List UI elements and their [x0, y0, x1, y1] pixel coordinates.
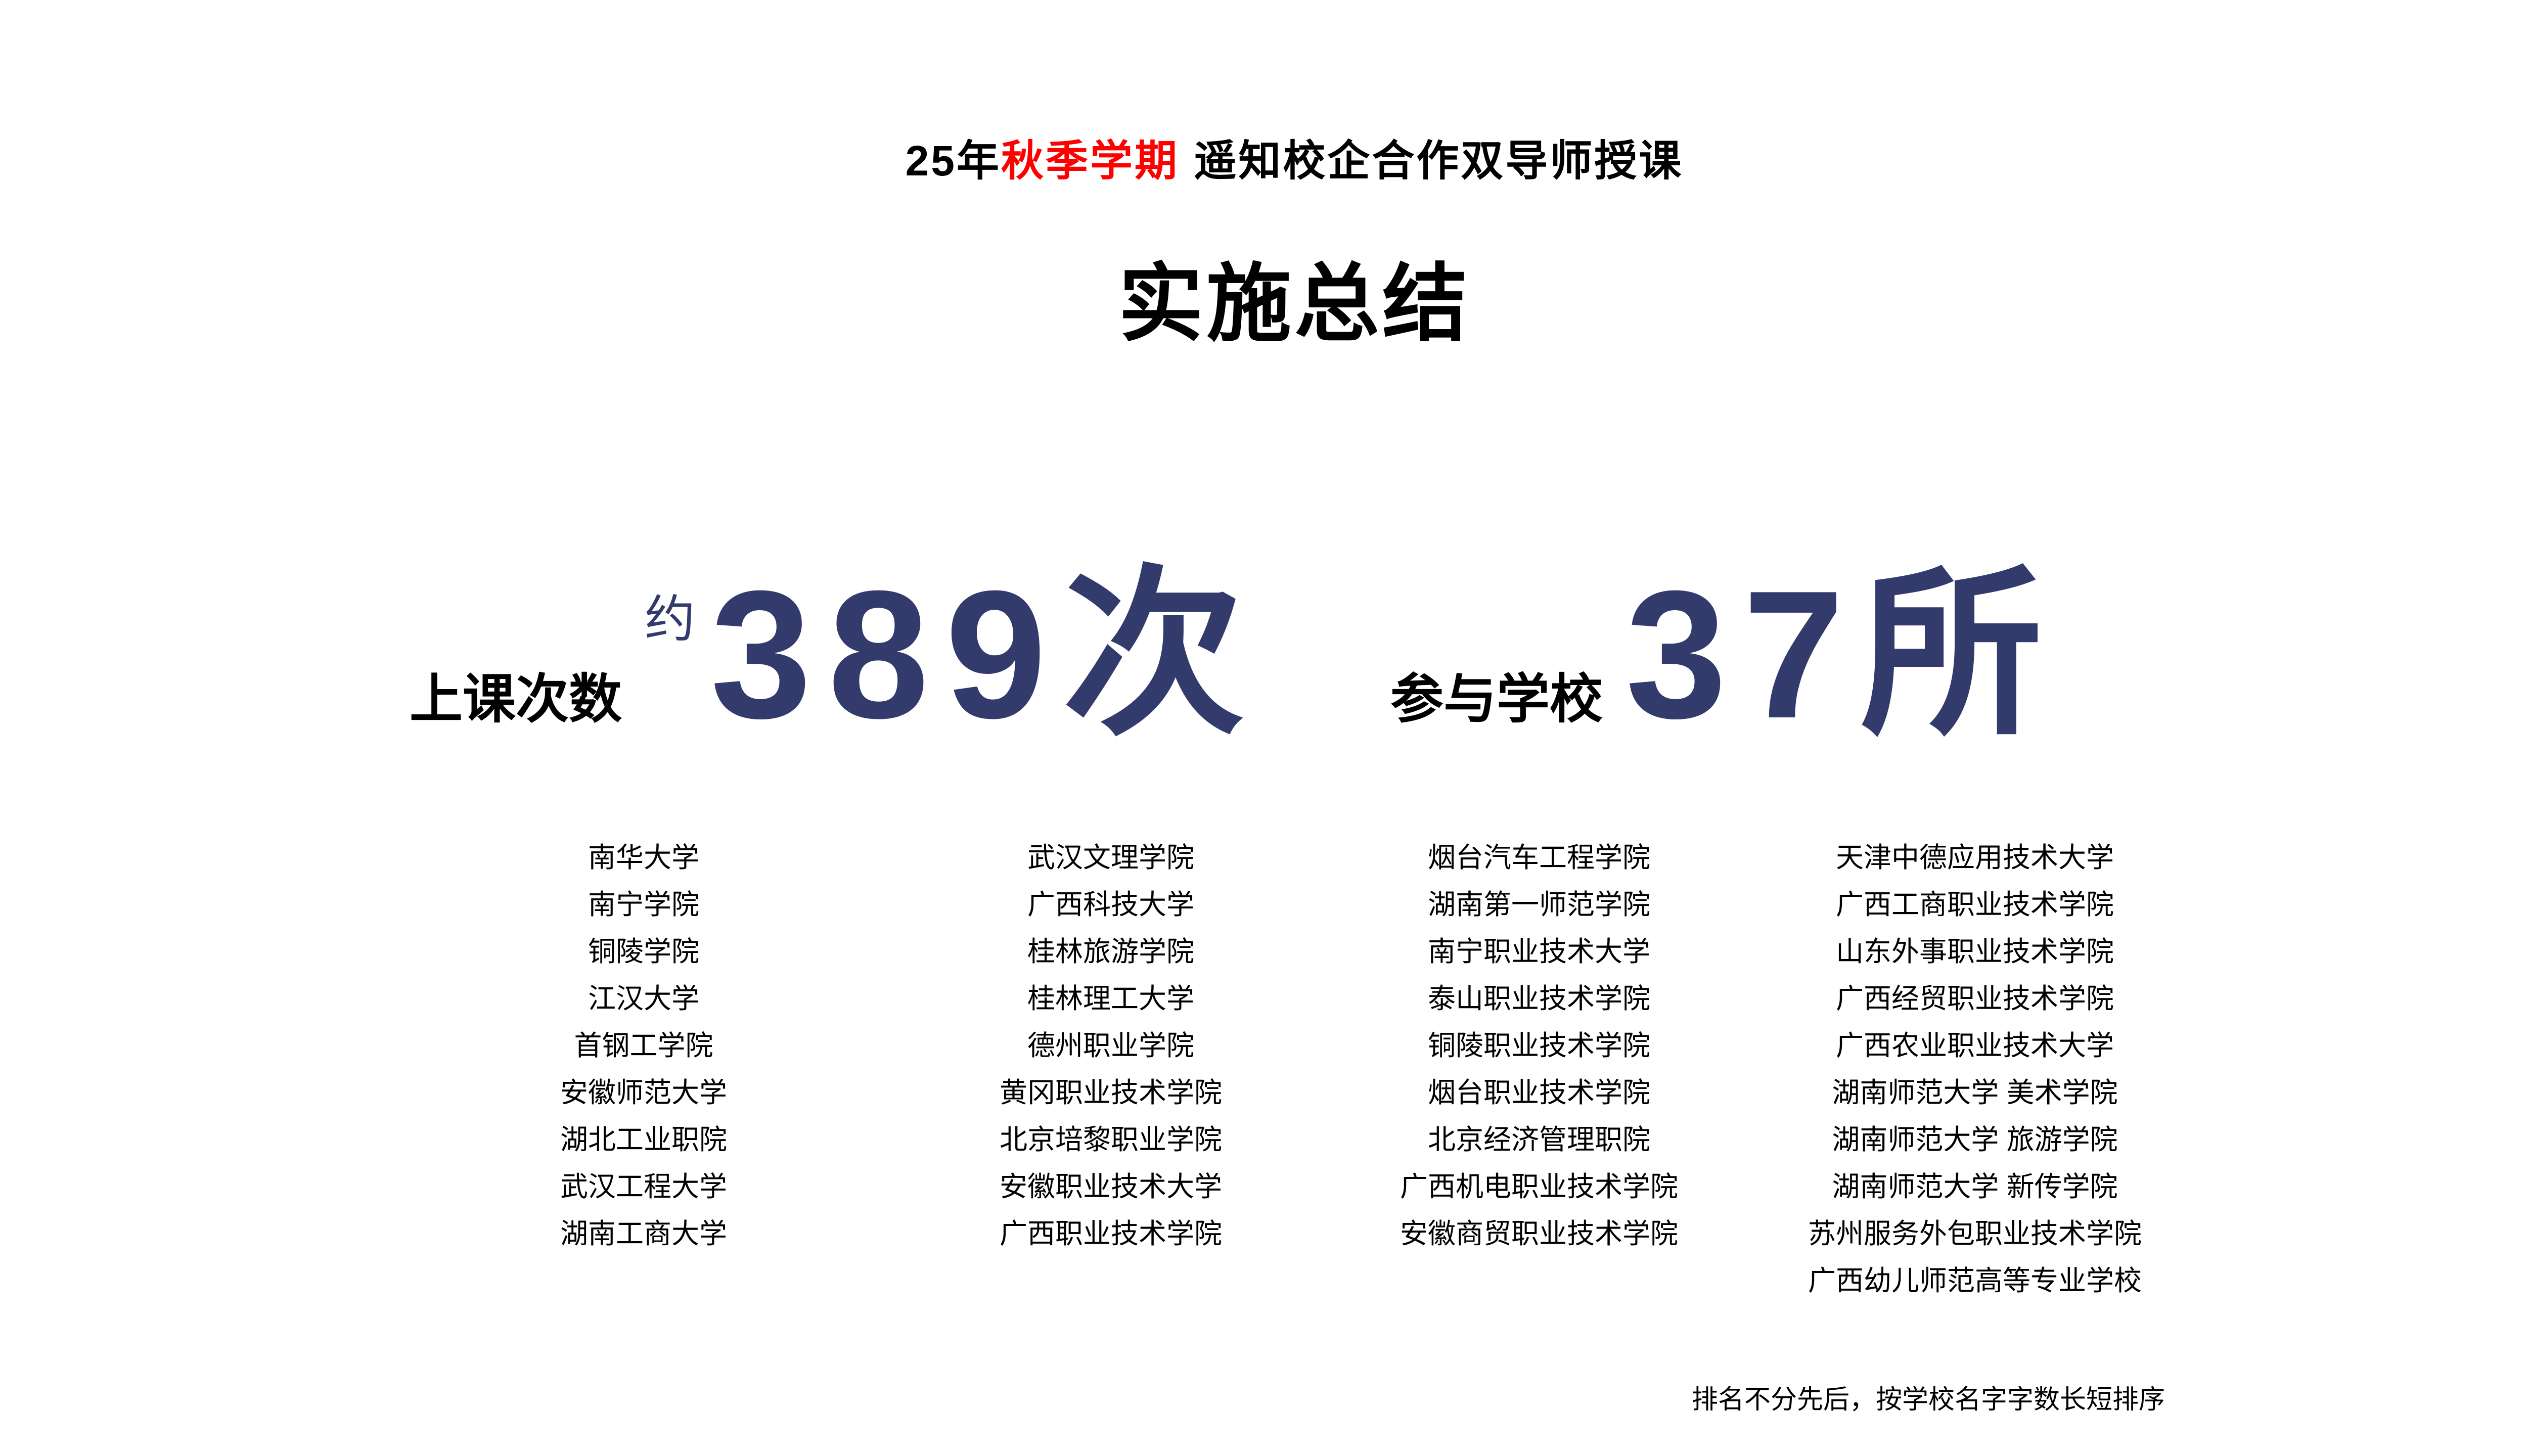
title-rest: 遥知校企合作双导师授课 [1194, 137, 1684, 185]
stat-class-sessions-unit: 次 [1062, 553, 1245, 756]
school-name: 南华大学 [588, 842, 700, 873]
school-name: 北京经济管理职院 [1427, 1124, 1651, 1155]
title-year-prefix: 25年 [905, 137, 1001, 185]
stat-participating-schools-label: 参与学校 [1390, 670, 1603, 729]
school-name: 广西幼儿师范高等专业学校 [1808, 1265, 2142, 1296]
school-column: 南华大学南宁学院铜陵学院江汉大学首钢工学院安徽师范大学 湖北工业职院 武汉工程大学湖… [560, 834, 727, 1257]
school-name: 湖南师范大学 新传学院 [1832, 1171, 2118, 1202]
school-name: 武汉文理学院 [1027, 842, 1195, 873]
school-name: 铜陵职业技术学院 [1427, 1030, 1651, 1061]
stat-class-sessions-value: 389 [710, 553, 1063, 756]
school-name: 广西经贸职业技术学院 [1835, 983, 2114, 1014]
school-name: 广西农业职业技术大学 [1835, 1030, 2114, 1061]
school-name: 安徽商贸职业技术学院 [1400, 1218, 1679, 1249]
school-name: 南宁学院 [588, 889, 700, 920]
school-name: 武汉工程大学 [560, 1171, 728, 1202]
school-name: 德州职业学院 [1027, 1030, 1195, 1061]
school-name: 首钢工学院 [574, 1030, 713, 1061]
title-term-highlight: 秋季学期 [1001, 137, 1180, 185]
school-name: 苏州服务外包职业技术学院 [1808, 1218, 2142, 1249]
school-name: 安徽职业技术大学 [999, 1171, 1223, 1202]
school-name: 湖北工业职院 [560, 1124, 728, 1155]
stat-participating-schools-unit: 所 [1860, 553, 2043, 756]
stat-participating-schools: 参与学校 37所 [1390, 564, 2042, 746]
school-name: 桂林旅游学院 [1027, 936, 1195, 967]
school-name: 烟台汽车工程学院 [1427, 842, 1651, 873]
school-name: 广西工商职业技术学院 [1835, 889, 2114, 920]
school-name: 山东外事职业技术学院 [1835, 936, 2114, 967]
school-name: 黄冈职业技术学院 [999, 1077, 1223, 1108]
stat-class-sessions: 上课次数 约 389次 [410, 564, 1245, 746]
slide-subtitle: 实施总结 [1118, 256, 1470, 351]
school-name: 铜陵学院 [588, 936, 700, 967]
school-name: 天津中德应用技术大学 [1835, 842, 2114, 873]
school-name: 烟台职业技术学院 [1427, 1077, 1651, 1108]
school-name: 湖南师范大学 美术学院 [1832, 1077, 2118, 1108]
footnote: 排名不分先后，按学校名字字数长短排序 [1691, 1385, 2165, 1415]
school-name: 广西科技大学 [1027, 889, 1195, 920]
school-name: 北京培黎职业学院 [999, 1124, 1223, 1155]
school-name: 南宁职业技术大学 [1427, 936, 1651, 967]
stat-class-sessions-number: 约 389次 [645, 564, 1245, 746]
school-column: 天津中德应用技术大学 广西工商职业技术学院 山东外事职业技术学院 广西经贸职业技术学院… [1808, 834, 2142, 1304]
school-name: 广西职业技术学院 [999, 1218, 1223, 1249]
school-name: 湖南师范大学 旅游学院 [1832, 1124, 2118, 1155]
school-name: 泰山职业技术学院 [1427, 983, 1651, 1014]
stat-class-sessions-label: 上课次数 [410, 670, 622, 729]
school-name: 江汉大学 [588, 983, 700, 1014]
stat-participating-schools-value: 37 [1626, 553, 1861, 756]
stat-participating-schools-number: 37所 [1626, 564, 2042, 746]
school-name: 安徽师范大学 [560, 1077, 728, 1108]
school-name: 湖南第一师范学院 [1427, 889, 1651, 920]
slide-title: 25年秋季学期 遥知校企合作双导师授课 [0, 135, 2528, 187]
school-column: 武汉文理学院 广西科技大学 桂林旅游学院 桂林理工大学 德州职业学院 黄冈职业技术学院 北京… [1000, 834, 1222, 1257]
school-name: 桂林理工大学 [1027, 983, 1195, 1014]
school-column: 烟台汽车工程学院 湖南第一师范学院 南宁职业技术大学 泰山职业技术学院 铜陵职业技术学院… [1400, 834, 1678, 1257]
stat-approx-prefix: 约 [645, 591, 696, 648]
school-name: 广西机电职业技术学院 [1400, 1171, 1679, 1202]
school-name: 湖南工商大学 [560, 1218, 728, 1249]
